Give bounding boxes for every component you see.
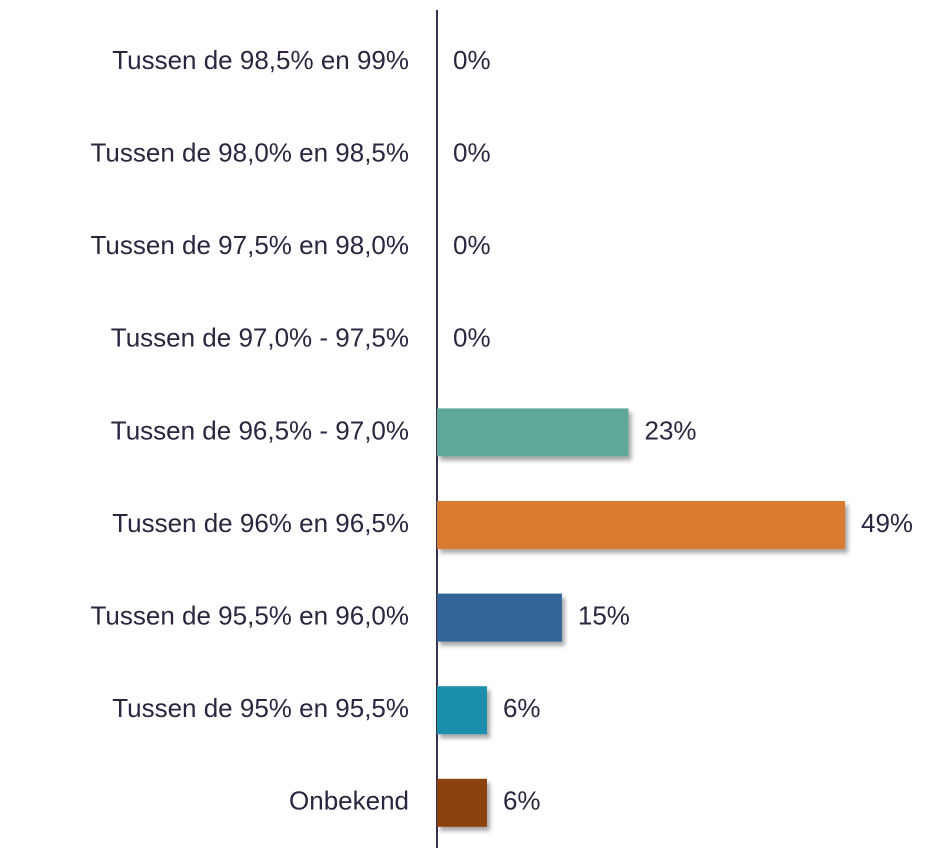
category-label: Tussen de 97,0% - 97,5% xyxy=(111,323,409,353)
bar xyxy=(437,593,562,642)
value-label: 15% xyxy=(578,600,630,630)
category-label: Tussen de 96% en 96,5% xyxy=(112,508,409,538)
value-label: 0% xyxy=(453,230,491,260)
bar xyxy=(437,501,845,549)
bar xyxy=(437,686,487,735)
bar xyxy=(437,778,487,827)
category-label: Tussen de 95,5% en 96,0% xyxy=(91,600,409,630)
value-label: 6% xyxy=(503,693,541,723)
value-label: 23% xyxy=(645,415,697,445)
category-label: Tussen de 95% en 95,5% xyxy=(112,693,409,723)
category-label: Tussen de 98,0% en 98,5% xyxy=(91,137,409,167)
category-label: Tussen de 96,5% - 97,0% xyxy=(111,415,409,445)
value-label: 0% xyxy=(453,45,491,75)
value-label: 49% xyxy=(861,508,913,538)
value-label: 0% xyxy=(453,137,491,167)
category-label: Tussen de 97,5% en 98,0% xyxy=(91,230,409,260)
category-label: Tussen de 98,5% en 99% xyxy=(112,45,409,75)
value-label: 0% xyxy=(453,323,491,353)
category-label: Onbekend xyxy=(289,786,409,816)
bar xyxy=(437,408,629,457)
value-label: 6% xyxy=(503,786,541,816)
